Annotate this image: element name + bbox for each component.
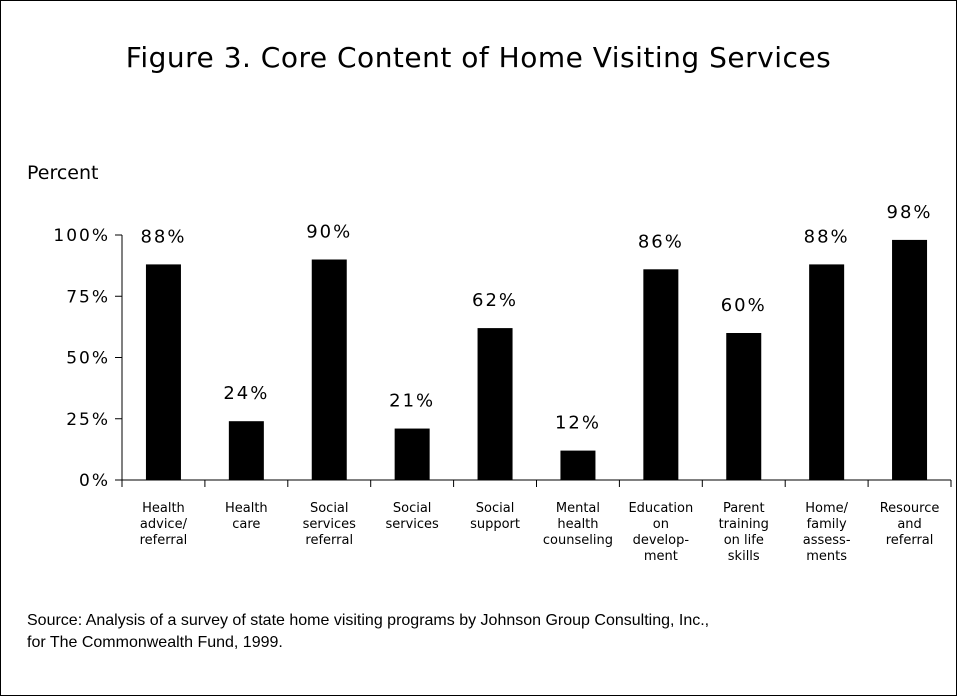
data-label: 62% xyxy=(472,290,518,311)
x-tick-label: Education on develop-ment xyxy=(628,501,693,564)
bar xyxy=(477,328,513,480)
bar xyxy=(560,450,596,480)
chart-title: Figure 3. Core Content of Home Visiting … xyxy=(125,41,832,74)
data-label: 90% xyxy=(306,222,352,243)
bar xyxy=(892,239,928,480)
x-tick-label: Social services xyxy=(385,501,439,532)
y-tick-label: 50% xyxy=(66,349,110,369)
y-axis-label: Percent xyxy=(27,162,99,184)
bar xyxy=(809,264,845,480)
y-tick-label: 0% xyxy=(79,471,110,491)
x-tick-label: Parent training on life skills xyxy=(719,501,769,564)
x-tick-label: Social services referral xyxy=(303,501,357,548)
bar xyxy=(145,264,181,480)
data-label: 98% xyxy=(887,202,933,223)
x-tick-label: Health advice/referral xyxy=(140,501,188,548)
data-label: 88% xyxy=(804,226,850,247)
x-tick-label: Mental health counseling xyxy=(543,501,613,548)
y-tick-label: 75% xyxy=(66,287,110,307)
x-tick-label: Health care xyxy=(225,501,268,532)
y-tick-label: 25% xyxy=(66,410,110,430)
source-line-1: Source: Analysis of a survey of state ho… xyxy=(27,612,710,629)
source-note: Source: Analysis of a survey of state ho… xyxy=(27,610,709,654)
data-label: 24% xyxy=(223,383,269,404)
data-label: 60% xyxy=(721,295,767,316)
bar xyxy=(311,259,347,480)
data-label: 86% xyxy=(638,231,684,252)
data-label: 88% xyxy=(140,226,186,247)
source-line-2: for The Commonwealth Fund, 1999. xyxy=(27,634,283,651)
bar xyxy=(394,428,430,480)
data-label: 21% xyxy=(389,391,435,412)
bar xyxy=(228,421,264,480)
y-tick-label: 100% xyxy=(53,226,110,246)
bar xyxy=(643,269,679,480)
x-tick-label: Home/family assess-ments xyxy=(803,501,851,564)
x-tick-label: Resource and referral xyxy=(880,501,940,548)
data-label: 12% xyxy=(555,413,601,434)
bar xyxy=(726,333,762,480)
x-tick-label: Social support xyxy=(470,501,520,532)
